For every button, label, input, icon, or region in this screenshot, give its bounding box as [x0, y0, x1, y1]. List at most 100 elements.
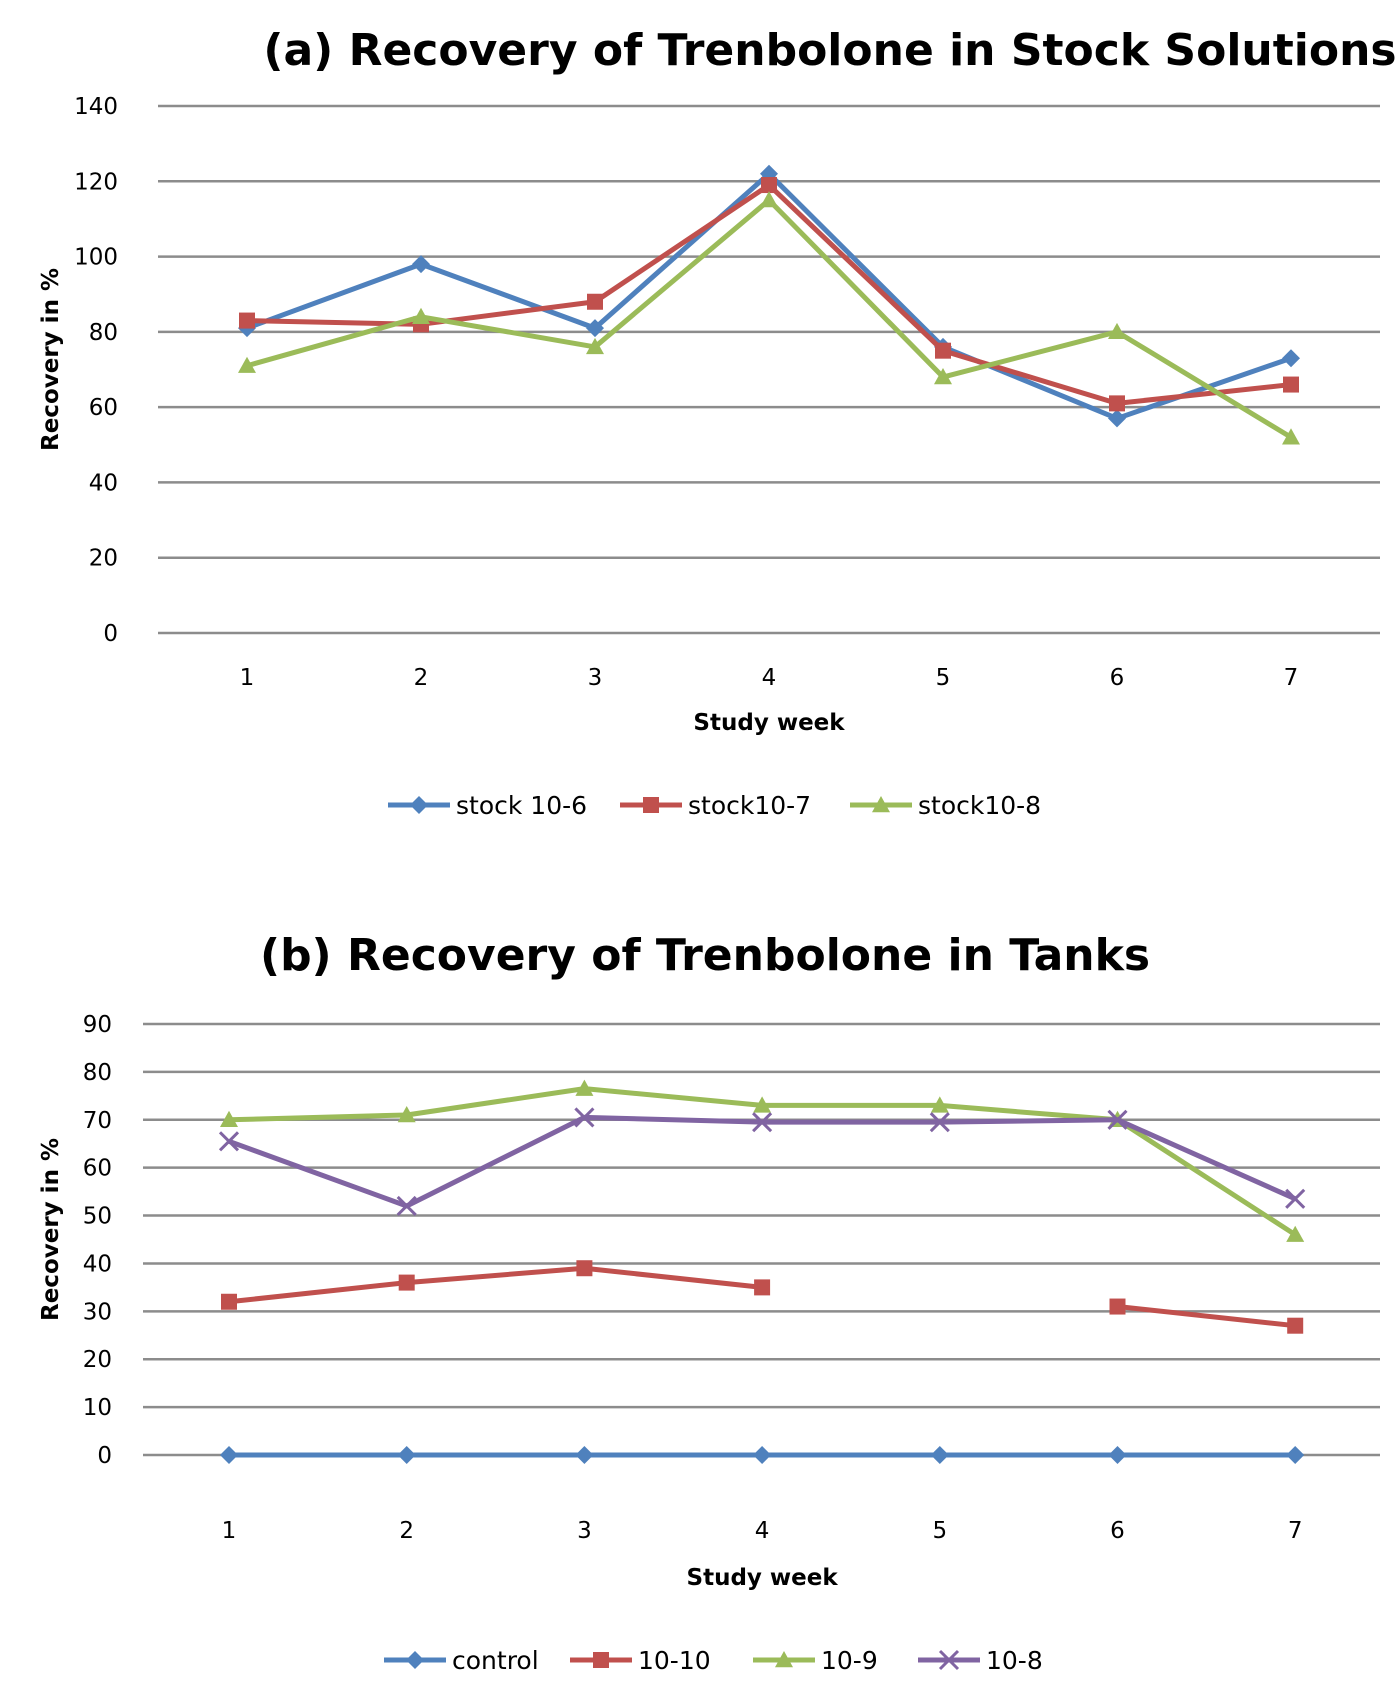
y-tick-label: 60 [83, 1156, 112, 1182]
data-point [930, 1096, 949, 1113]
x-tick-label: 4 [762, 665, 777, 691]
data-point [1108, 409, 1126, 428]
series-10-10 [221, 1260, 1304, 1334]
legend-item: stock10-7 [620, 791, 811, 820]
x-tick-label: 1 [222, 1518, 237, 1544]
data-point [412, 307, 430, 324]
data-point [412, 255, 430, 274]
data-point [574, 1107, 595, 1128]
data-point [1108, 322, 1126, 340]
y-axis-title: Recovery in % [38, 1138, 64, 1321]
series-stock10-6 [238, 164, 1300, 428]
x-tick-label: 4 [755, 1518, 770, 1544]
data-point [238, 356, 256, 373]
series-control [220, 1446, 1305, 1464]
series-line [246, 182, 1292, 406]
data-point [1107, 1109, 1128, 1130]
x-tick-label: 1 [240, 665, 255, 691]
data-point [575, 1079, 594, 1096]
data-point [1109, 395, 1125, 412]
x-tick-label: 3 [588, 665, 603, 691]
data-point [753, 1096, 772, 1113]
legend-marker-icon [410, 796, 428, 814]
series-line [246, 171, 1292, 421]
data-point [221, 1293, 237, 1310]
y-tick-label: 50 [83, 1204, 112, 1230]
data-point [1286, 1446, 1305, 1464]
y-tick-label: 60 [89, 395, 118, 421]
data-point [930, 1446, 949, 1464]
legend-marker-icon [406, 1651, 424, 1669]
data-point [1109, 1298, 1126, 1315]
x-tick-label: 5 [936, 665, 951, 691]
data-point [220, 1446, 238, 1464]
chart-a: (a) Recovery of Trenbolone in Stock Solu… [38, 25, 1397, 820]
x-tick-label: 2 [414, 665, 429, 691]
legend-item: control [384, 1646, 539, 1675]
y-tick-label: 100 [74, 245, 118, 271]
data-point [218, 1131, 240, 1152]
chart-title: (a) Recovery of Trenbolone in Stock Solu… [263, 25, 1396, 76]
legend-item: 10-10 [570, 1646, 711, 1675]
y-tick-label: 20 [83, 1347, 112, 1373]
legend-item: stock10-8 [850, 791, 1041, 820]
y-tick-label: 0 [103, 621, 118, 647]
data-point [1282, 349, 1300, 368]
legend-label: 10-8 [986, 1646, 1043, 1675]
y-tick-label: 40 [83, 1251, 112, 1277]
legend-label: 10-9 [821, 1646, 878, 1675]
chart-b: (b) Recovery of Trenbolone in Tanks 0 10 20… [38, 930, 1380, 1675]
series-line [228, 1265, 763, 1305]
y-tick-label: 20 [89, 546, 118, 572]
x-axis-title: Study week [687, 1565, 839, 1591]
data-point [398, 1274, 415, 1291]
data-point [1285, 1188, 1306, 1209]
chart-title: (b) Recovery of Trenbolone in Tanks [260, 930, 1150, 981]
series-stock10-7 [239, 177, 1299, 412]
data-point [586, 337, 604, 355]
x-tick-label: 3 [577, 1518, 592, 1544]
legend-marker-icon [775, 1651, 793, 1668]
data-point [935, 342, 951, 359]
series-stock10-8 [238, 191, 1300, 445]
data-point [587, 293, 603, 310]
legend-marker-icon [872, 796, 890, 813]
legend-item: 10-9 [753, 1646, 878, 1675]
data-point [397, 1446, 416, 1464]
data-point [239, 312, 255, 329]
data-point [396, 1195, 417, 1217]
y-tick-label: 10 [83, 1395, 112, 1421]
data-point [1286, 1225, 1305, 1242]
y-tick-label: 0 [97, 1443, 112, 1469]
y-tick-label: 80 [89, 320, 118, 346]
legend-label: control [452, 1646, 539, 1675]
series-10-8 [218, 1107, 1306, 1217]
data-point [752, 1112, 773, 1133]
data-point [397, 1105, 416, 1123]
data-point [929, 1112, 950, 1133]
legend-label: 10-10 [638, 1646, 711, 1675]
data-point [220, 1110, 238, 1127]
data-point [760, 191, 778, 208]
data-point [586, 319, 604, 338]
y-tick-label: 140 [74, 94, 118, 120]
y-axis-title: Recovery in % [38, 268, 64, 451]
x-tick-label: 7 [1284, 665, 1299, 691]
legend-label: stock 10-6 [456, 791, 587, 820]
data-point [1108, 1446, 1127, 1464]
series-10-9 [220, 1079, 1305, 1242]
x-tick-label: 2 [399, 1518, 414, 1544]
y-tick-label: 30 [83, 1299, 112, 1325]
data-point [575, 1446, 594, 1464]
data-point [761, 177, 777, 194]
y-tick-label: 70 [83, 1108, 112, 1134]
legend-marker-icon [643, 797, 659, 813]
data-point [934, 368, 952, 385]
data-point [1283, 376, 1299, 393]
y-tick-label: 120 [74, 169, 118, 195]
legend-marker-icon [938, 1649, 960, 1671]
y-tick-label: 90 [83, 1012, 112, 1038]
series-line [1117, 1304, 1296, 1329]
y-tick-label: 40 [89, 470, 118, 496]
